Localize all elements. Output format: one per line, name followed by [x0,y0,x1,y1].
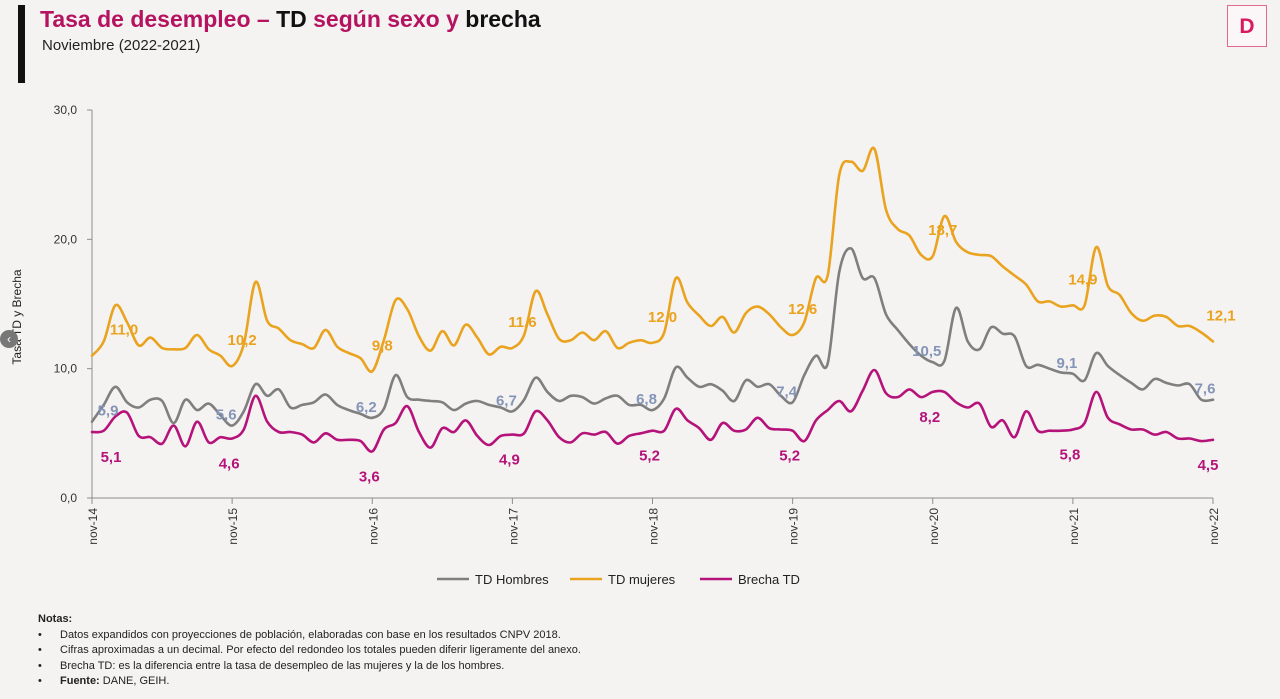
x-tick-label: nov-16 [366,508,380,545]
series-line-brecha [90,368,1215,453]
data-label-hombres: 7,4 [776,383,798,400]
data-label-brecha: 5,2 [639,448,660,465]
legend-label-mujeres: TD mujeres [608,572,676,587]
dane-logo: D [1227,5,1267,47]
bullet: • [38,675,42,687]
legend-label-brecha: Brecha TD [738,572,800,587]
note-text: Cifras aproximadas a un decimal. Por efe… [60,644,581,656]
note-text: Brecha TD: es la diferencia entre la tas… [60,659,505,672]
x-tick-label: nov-15 [226,508,240,545]
y-tick-label: 0,0 [60,491,77,505]
legend-label-hombres: TD Hombres [475,572,549,587]
data-label-brecha: 5,2 [779,448,800,465]
data-label-hombres: 5,6 [216,407,237,424]
x-tick-label: nov-18 [647,508,661,545]
chart-axes: 0,0 10,0 20,0 30,0 nov-14 nov-15 nov-16 nov-17 n… [54,103,1221,545]
chart-data-labels: 5,9 5,6 6,2 6,7 6,8 7,4 10,5 9,1 7,6 11,0 10,2 9,8 1… [98,222,1236,485]
data-label-mujeres: 9,8 [372,337,393,354]
data-label-hombres: 7,6 [1195,381,1216,398]
data-label-hombres: 6,8 [636,391,657,408]
data-label-mujeres: 12,6 [788,301,817,318]
logo-letter: D [1239,15,1254,38]
unemployment-line-chart: 0,0 10,0 20,0 30,0 nov-14 nov-15 nov-16 nov-17 n… [54,103,1236,587]
title-part: brecha [465,6,541,32]
series-line-hombres [90,247,1215,427]
series-line-mujeres [90,146,1215,374]
source-text: DANE, GEIH. [99,675,170,687]
note-source: • Fuente: DANE, GEIH. [38,674,581,690]
x-tick-label: nov-14 [86,508,100,545]
data-label-mujeres: 14,9 [1068,271,1097,288]
title-part: TD [276,6,314,32]
chart-series-lines [90,146,1215,453]
title-part: según sexo y [313,6,466,32]
data-label-mujeres: 18,7 [928,222,957,239]
x-tick-label: nov-17 [506,508,520,545]
data-label-hombres: 5,9 [98,403,119,420]
data-label-mujeres: 12,1 [1206,308,1235,325]
title-accent-bar [18,5,25,83]
logo-glyph: D [1239,15,1254,38]
bullet: • [38,644,42,656]
source-label: Fuente: [60,675,100,687]
title-part: Tasa de desempleo – [40,6,277,32]
chart-legend: TD Hombres TD mujeres Brecha TD [437,572,800,587]
data-label-brecha: 4,5 [1198,457,1219,474]
y-tick-label: 30,0 [54,103,78,117]
data-label-mujeres: 10,2 [228,332,257,349]
data-label-brecha: 3,6 [359,468,380,485]
page-subtitle: Noviembre (2022-2021) [42,37,201,54]
note-item: • Cifras aproximadas a un decimal. Por ef… [38,643,581,659]
data-label-brecha: 5,8 [1059,446,1080,463]
x-tick-label: nov-22 [1207,508,1221,545]
data-label-brecha: 8,2 [919,409,940,426]
bullet: • [38,628,42,641]
note-item: • Datos expandidos con proyecciones de po… [38,628,581,644]
data-label-hombres: 6,7 [496,392,517,409]
y-tick-label: 20,0 [54,232,78,246]
data-label-brecha: 4,9 [499,452,520,469]
note-text: Datos expandidos con proyecciones de pob… [60,628,561,641]
y-tick-label: 10,0 [54,362,78,376]
data-label-mujeres: 11,0 [110,322,138,339]
data-label-brecha: 5,1 [101,449,122,466]
x-tick-label: nov-20 [927,508,941,545]
note-item: • Brecha TD: es la diferencia entre la ta… [38,659,581,675]
data-label-hombres: 10,5 [912,343,941,360]
data-label-mujeres: 11,6 [508,314,536,331]
bullet: • [38,659,42,672]
notes-heading: Notas: [38,613,73,625]
page-title: Tasa de desempleo – TD según sexo y brec… [40,6,541,33]
x-tick-label: nov-21 [1067,508,1081,545]
data-label-hombres: 9,1 [1056,355,1077,372]
x-tick-label: nov-19 [787,508,801,545]
back-nav-icon[interactable]: ‹ [0,330,18,348]
data-label-brecha: 4,6 [219,456,240,473]
notes-section: Notas: • Datos expandidos con proyeccione… [38,612,581,690]
data-label-mujeres: 12,0 [648,309,677,326]
data-label-hombres: 6,2 [356,399,377,416]
